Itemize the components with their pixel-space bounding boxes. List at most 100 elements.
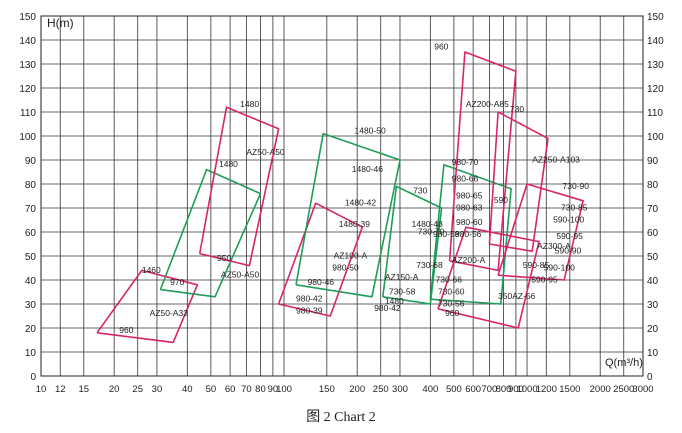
grid [40, 15, 644, 377]
y-tick-label-right: 10 [647, 348, 659, 359]
curve-label: 980-63 [456, 202, 483, 212]
curve-label: 980-42 [296, 294, 323, 304]
x-tick-label: 20 [109, 384, 120, 395]
series-layer [96, 51, 584, 344]
y-tick-label-right: 140 [647, 36, 664, 47]
curve-label: 730-90 [563, 181, 590, 191]
curve-label: 590-100 [553, 214, 584, 224]
curve-label: 730 [510, 104, 524, 114]
curve-label: AZ150-A [385, 272, 419, 282]
y-tick-label: 130 [19, 60, 36, 71]
y-tick-label: 60 [25, 228, 37, 239]
y-tick-label: 30 [25, 300, 37, 311]
y-axis-label: H(m) [47, 16, 74, 30]
y-tick-label-right: 110 [647, 108, 663, 119]
x-tick-label: 3000 [632, 384, 653, 395]
x-tick-label: 50 [206, 384, 217, 395]
y-tick-label-right: 70 [647, 204, 659, 215]
x-tick-label: 2500 [613, 384, 634, 395]
x-tick-label: 600 [465, 384, 481, 395]
x-tick-label: 100 [276, 384, 292, 395]
curve-label: 730-66 [435, 274, 462, 284]
x-tick-label: 500 [446, 384, 462, 395]
curve-label: 590-100 [544, 262, 575, 272]
x-tick-label: 300 [392, 384, 408, 395]
series-region [96, 269, 199, 344]
x-tick-label: 25 [132, 384, 143, 395]
curve-label: AZ300-A [537, 241, 571, 251]
y-tick-label: 40 [25, 276, 37, 287]
curve-label: 1460 [142, 265, 161, 275]
y-tick-label: 80 [25, 180, 37, 191]
curve-label: 970 [170, 277, 184, 287]
x-tick-label: 80 [255, 384, 266, 395]
curve-label: 980-65 [456, 190, 483, 200]
curve-label: AZ200-A [452, 255, 486, 265]
y-tick-label-right: 80 [647, 180, 659, 191]
curve-label: 590 [494, 195, 508, 205]
curve-label: 980-58 [433, 229, 460, 239]
y-tick-label: 0 [30, 372, 36, 383]
curve-label: 980-60 [456, 217, 483, 227]
y-tick-label: 20 [25, 324, 37, 335]
y-tick-label-right: 60 [647, 228, 659, 239]
curve-label: 730-56 [438, 298, 465, 308]
curve-label: 590-85 [523, 260, 550, 270]
x-tick-label: 1200 [536, 384, 557, 395]
curve-label: 350AZ-56 [498, 291, 536, 301]
curve-label: 590-95 [556, 231, 583, 241]
x-tick-label: 900 [508, 384, 524, 395]
curve-label: 1480 [240, 99, 259, 109]
curve-label: 1480-50 [355, 126, 386, 136]
y-tick-label-right: 130 [647, 60, 664, 71]
curve-label: 590-90 [555, 246, 582, 256]
curve-label: 1480 [385, 296, 404, 306]
curve-label: 730-58 [389, 286, 416, 296]
x-tick-label: 150 [319, 384, 335, 395]
curve-label: 960 [434, 42, 448, 52]
series-region [429, 164, 512, 305]
curve-label: 1480-46 [352, 164, 383, 174]
y-tick-label: 150 [19, 12, 36, 23]
series-region [159, 168, 262, 298]
curve-label: 730-68 [416, 260, 443, 270]
curve-label: 730-60 [438, 286, 465, 296]
curve-label: 1480-42 [345, 198, 376, 208]
curve-label: 980-39 [296, 306, 323, 316]
label-layer: 960 1460 970 AZ50-A33 950 AZ50-A50 AZ50-A50 148… [119, 42, 589, 335]
x-tick-label: 400 [422, 384, 438, 395]
series-region [437, 226, 540, 329]
series-region [277, 202, 364, 317]
curve-label: 730-70 [418, 226, 445, 236]
curve-label: AZ200-A85 [466, 99, 509, 109]
curve-label: 960 [119, 325, 133, 335]
y-tick-label: 110 [20, 108, 36, 119]
figure-caption: 图 2 Chart 2 [306, 410, 376, 425]
curve-label: 980-56 [455, 229, 482, 239]
x-tick-label: 15 [79, 384, 90, 395]
y-tick-label: 120 [19, 84, 36, 95]
curve-label: AZ250-A103 [532, 154, 580, 164]
x-tick-label: 800 [496, 384, 512, 395]
y-tick-label-right: 40 [647, 276, 659, 287]
x-tick-label: 30 [152, 384, 163, 395]
curve-label: 1480-39 [339, 219, 370, 229]
y-tick-label-right: 120 [647, 84, 664, 95]
curve-label: 730 [413, 186, 427, 196]
curve-label: 960 [445, 308, 459, 318]
y-tick-label-right: 150 [647, 12, 664, 23]
y-tick-label: 10 [25, 348, 37, 359]
curve-label: 730-85 [561, 202, 588, 212]
series-region [382, 185, 443, 305]
curve-label: AZ50-A50 [246, 147, 285, 157]
curve-label: 950 [217, 253, 231, 263]
curve-label: 1480-48 [412, 219, 443, 229]
curve-label: AZ50-A50 [221, 270, 260, 280]
curve-label: AZ100-A [334, 250, 368, 260]
x-tick-label: 1500 [559, 384, 580, 395]
y-tick-label-right: 20 [647, 324, 659, 335]
x-tick-label: 70 [241, 384, 252, 395]
x-tick-label: 90 [268, 384, 279, 395]
y-tick-label-right: 90 [647, 156, 659, 167]
